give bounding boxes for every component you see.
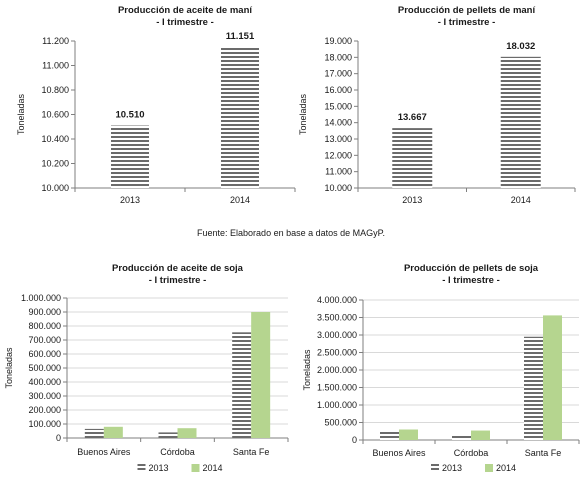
y-axis-label: Toneladas bbox=[298, 93, 308, 135]
data-label: 18.032 bbox=[506, 41, 535, 52]
y-tick-label: 200.000 bbox=[28, 405, 61, 415]
chart-subtitle: - I trimestre - bbox=[442, 275, 500, 286]
y-tick-label: 15.000 bbox=[324, 101, 352, 111]
category-label: Córdoba bbox=[160, 447, 195, 457]
chart-subtitle: - I trimestre - bbox=[149, 275, 207, 286]
y-axis-label: Toneladas bbox=[16, 93, 26, 135]
y-tick-label: 2.500.000 bbox=[317, 348, 357, 358]
y-tick-label: 10.000 bbox=[324, 183, 352, 193]
y-tick-label: 11.000 bbox=[325, 167, 352, 177]
y-tick-label: 2.000.000 bbox=[317, 365, 357, 375]
chart-subtitle: - I trimestre - bbox=[156, 17, 214, 28]
category-label: Buenos Aires bbox=[372, 448, 426, 458]
y-tick-label: 1.500.000 bbox=[317, 383, 357, 393]
y-tick-label: 17.000 bbox=[324, 69, 352, 79]
chart-4: Producción de pellets de soja- I trimest… bbox=[302, 263, 580, 473]
bar-2014 bbox=[399, 429, 418, 440]
y-tick-label: 10.000 bbox=[41, 183, 69, 193]
legend-label: 2014 bbox=[203, 463, 223, 473]
bar-2013 bbox=[452, 434, 471, 440]
y-tick-label: 600.000 bbox=[28, 349, 61, 359]
chart-title: Producción de pellets de maní bbox=[398, 5, 536, 16]
category-label: 2013 bbox=[120, 195, 140, 205]
chart-title: Producción de pellets de soja bbox=[404, 263, 539, 274]
category-label: 2014 bbox=[511, 195, 531, 205]
y-tick-label: 3.000.000 bbox=[317, 330, 357, 340]
y-tick-label: 10.400 bbox=[41, 134, 69, 144]
chart-title: Producción de aceite de soja bbox=[112, 263, 244, 274]
y-tick-label: 400.000 bbox=[28, 377, 61, 387]
y-tick-label: 500.000 bbox=[28, 363, 61, 373]
legend-swatch bbox=[485, 464, 493, 472]
y-tick-label: 500.000 bbox=[324, 418, 357, 428]
bar-2014 bbox=[471, 430, 490, 440]
y-tick-label: 0 bbox=[56, 433, 61, 443]
y-axis-label: Toneladas bbox=[302, 349, 312, 391]
bar-2014 bbox=[177, 428, 197, 438]
data-label: 13.667 bbox=[398, 112, 427, 123]
category-label: Córdoba bbox=[454, 448, 489, 458]
bar-2013 bbox=[232, 332, 252, 438]
y-tick-label: 800.000 bbox=[28, 321, 61, 331]
bar bbox=[392, 128, 433, 188]
y-tick-label: 0 bbox=[352, 435, 357, 445]
category-label: Buenos Aires bbox=[77, 447, 131, 457]
y-tick-label: 11.000 bbox=[42, 61, 69, 71]
y-tick-label: 19.000 bbox=[324, 36, 352, 46]
y-tick-label: 900.000 bbox=[28, 307, 61, 317]
data-label: 10.510 bbox=[115, 110, 144, 121]
y-tick-label: 10.800 bbox=[41, 85, 69, 95]
legend-label: 2013 bbox=[442, 463, 462, 473]
y-tick-label: 1.000.000 bbox=[21, 293, 61, 303]
bar bbox=[221, 47, 259, 188]
y-axis-label: Toneladas bbox=[4, 347, 14, 389]
legend-swatch bbox=[191, 464, 200, 472]
y-tick-label: 700.000 bbox=[28, 335, 61, 345]
bar-2014 bbox=[543, 315, 562, 440]
chart-subtitle: - I trimestre - bbox=[438, 17, 496, 28]
chart-2: Producción de pellets de maní- I trimest… bbox=[298, 5, 576, 205]
y-tick-label: 16.000 bbox=[324, 85, 352, 95]
y-tick-label: 100.000 bbox=[28, 419, 61, 429]
bar-2013 bbox=[380, 430, 399, 440]
category-label: Santa Fe bbox=[525, 448, 562, 458]
y-tick-label: 1.000.000 bbox=[317, 400, 357, 410]
legend: 2013 2014 bbox=[431, 463, 516, 473]
y-tick-label: 4.000.000 bbox=[317, 295, 357, 305]
y-tick-label: 10.600 bbox=[41, 110, 69, 120]
y-tick-label: 18.000 bbox=[324, 52, 352, 62]
category-label: 2013 bbox=[402, 195, 422, 205]
y-tick-label: 3.500.000 bbox=[317, 313, 357, 323]
category-label: Santa Fe bbox=[233, 447, 270, 457]
bar bbox=[111, 125, 149, 188]
y-tick-label: 12.000 bbox=[324, 150, 352, 160]
chart-3: Producción de aceite de soja- I trimestr… bbox=[4, 263, 289, 473]
bar-2014 bbox=[251, 312, 271, 438]
bar-2013 bbox=[524, 336, 543, 440]
charts-group: Producción de aceite de maní- I trimestr… bbox=[4, 5, 580, 473]
chart-1: Producción de aceite de maní- I trimestr… bbox=[16, 5, 296, 205]
y-tick-label: 14.000 bbox=[324, 118, 352, 128]
legend-label: 2014 bbox=[496, 463, 516, 473]
legend-swatch bbox=[431, 464, 439, 472]
source-note: Fuente: Elaborado en base a datos de MAG… bbox=[197, 228, 385, 238]
bar-2014 bbox=[103, 426, 123, 438]
y-tick-label: 13.000 bbox=[324, 134, 352, 144]
bar-2013 bbox=[84, 428, 104, 438]
bar-2013 bbox=[158, 432, 178, 438]
y-tick-label: 300.000 bbox=[28, 391, 61, 401]
data-label: 11.151 bbox=[226, 31, 255, 42]
category-label: 2014 bbox=[230, 195, 250, 205]
legend-swatch bbox=[137, 464, 146, 472]
legend-label: 2013 bbox=[149, 463, 169, 473]
y-tick-label: 11.200 bbox=[42, 36, 69, 46]
chart-title: Producción de aceite de maní bbox=[118, 5, 252, 16]
legend: 2013 2014 bbox=[137, 463, 223, 473]
y-tick-label: 10.200 bbox=[41, 159, 69, 169]
bar bbox=[500, 56, 541, 188]
